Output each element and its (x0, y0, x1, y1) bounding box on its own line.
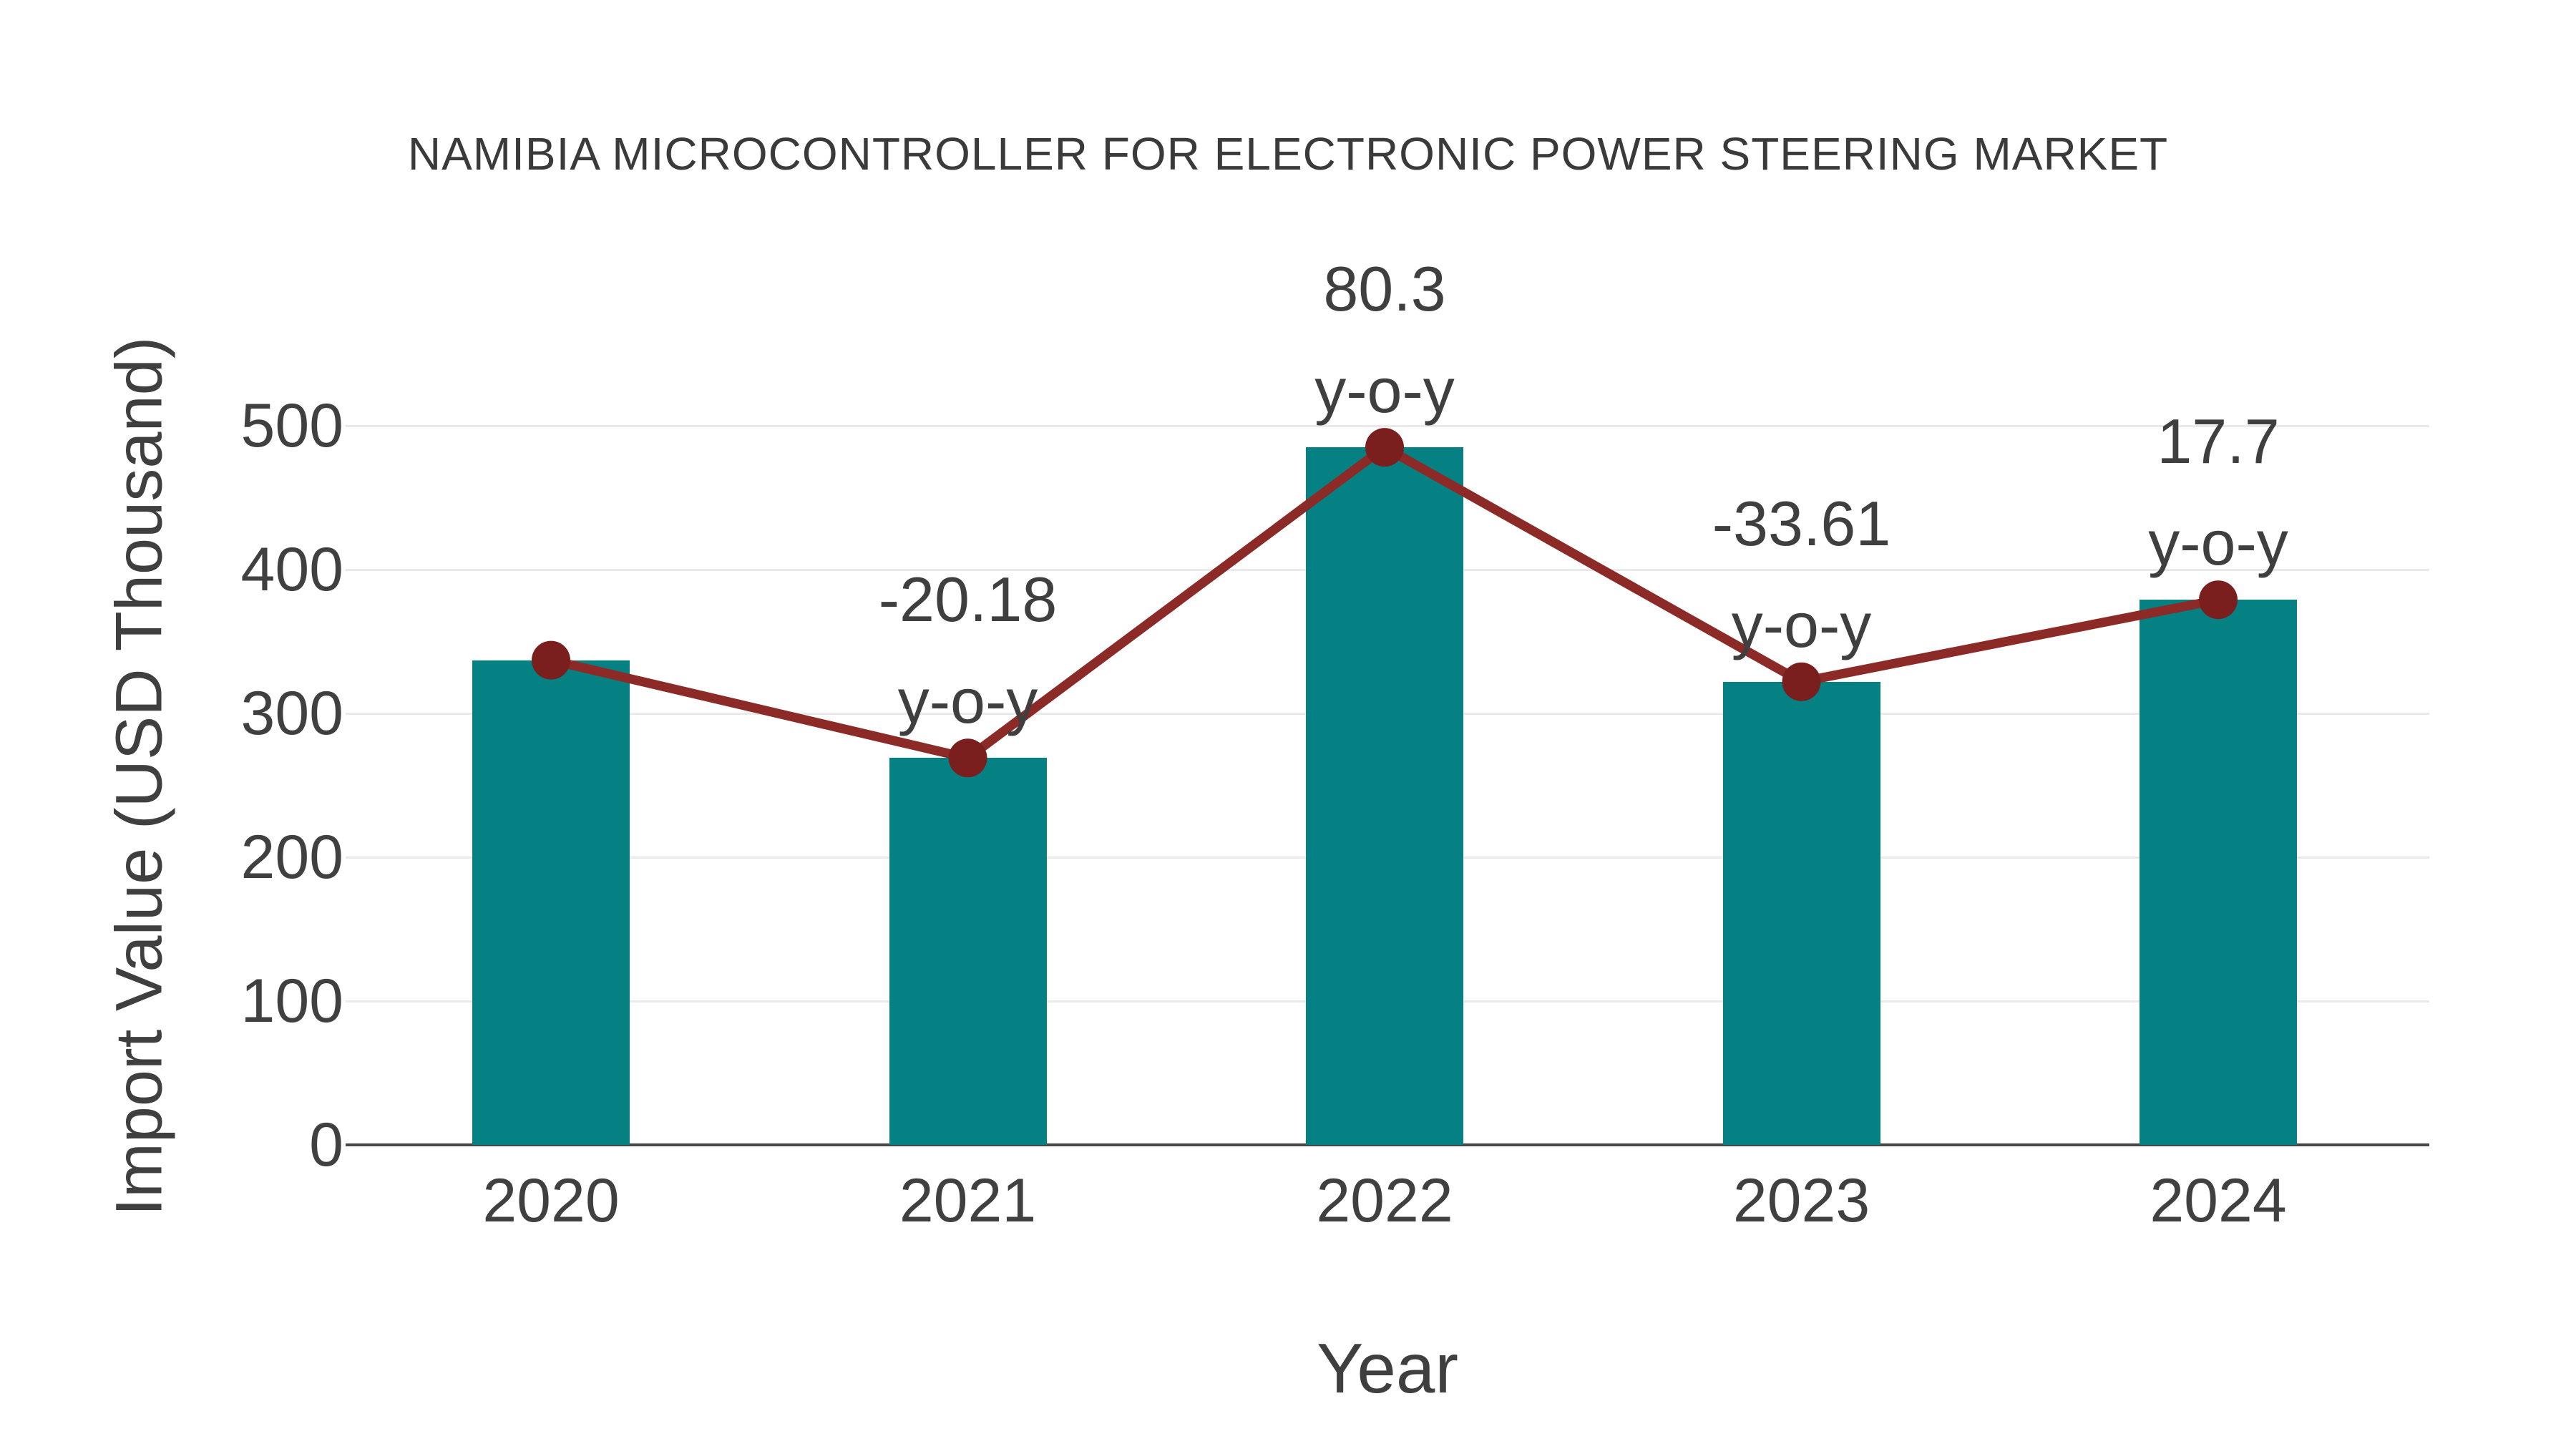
yoy-suffix: y-o-y (1731, 589, 1872, 660)
yoy-value: 17.7 (2157, 406, 2280, 477)
bar-2020 (472, 660, 630, 1145)
xtick-label-2021: 2021 (899, 1166, 1037, 1235)
yoy-suffix: y-o-y (897, 665, 1038, 737)
yoy-annotation-2023: -33.61 y-o-y (1551, 473, 2052, 676)
yoy-value: 80.3 (1323, 253, 1446, 325)
xtick-label-2024: 2024 (2150, 1166, 2287, 1235)
x-axis-baseline (346, 1143, 2429, 1146)
yoy-value: -33.61 (1712, 487, 1891, 559)
ytick-label-500: 500 (240, 391, 344, 460)
y-axis-title: Import Value (USD Thousand) (102, 336, 176, 1216)
yoy-suffix: y-o-y (2148, 507, 2288, 579)
yoy-annotation-2022: 80.3 y-o-y (1134, 238, 1635, 441)
xtick-label-2022: 2022 (1316, 1166, 1453, 1235)
ytick-label-300: 300 (240, 679, 344, 748)
bar-2023 (1722, 681, 1880, 1145)
ytick-label-100: 100 (240, 967, 344, 1035)
yoy-annotation-2021: -20.18 y-o-y (718, 549, 1219, 752)
yoy-suffix: y-o-y (1314, 355, 1455, 426)
ytick-label-200: 200 (240, 823, 344, 892)
xtick-label-2023: 2023 (1732, 1166, 1870, 1235)
x-axis-title: Year (1316, 1329, 1458, 1407)
ytick-label-0: 0 (309, 1111, 343, 1179)
yoy-annotation-2024: 17.7 y-o-y (1968, 391, 2469, 594)
bar-2022 (1306, 447, 1463, 1145)
bar-2024 (2140, 600, 2297, 1145)
gridline-y500 (346, 424, 2429, 427)
yoy-value: -20.18 (878, 564, 1058, 635)
xtick-label-2020: 2020 (482, 1166, 620, 1235)
bar-2021 (889, 758, 1047, 1145)
ytick-label-400: 400 (240, 535, 344, 604)
chart-title: NAMIBIA MICROCONTROLLER FOR ELECTRONIC P… (407, 128, 2169, 180)
